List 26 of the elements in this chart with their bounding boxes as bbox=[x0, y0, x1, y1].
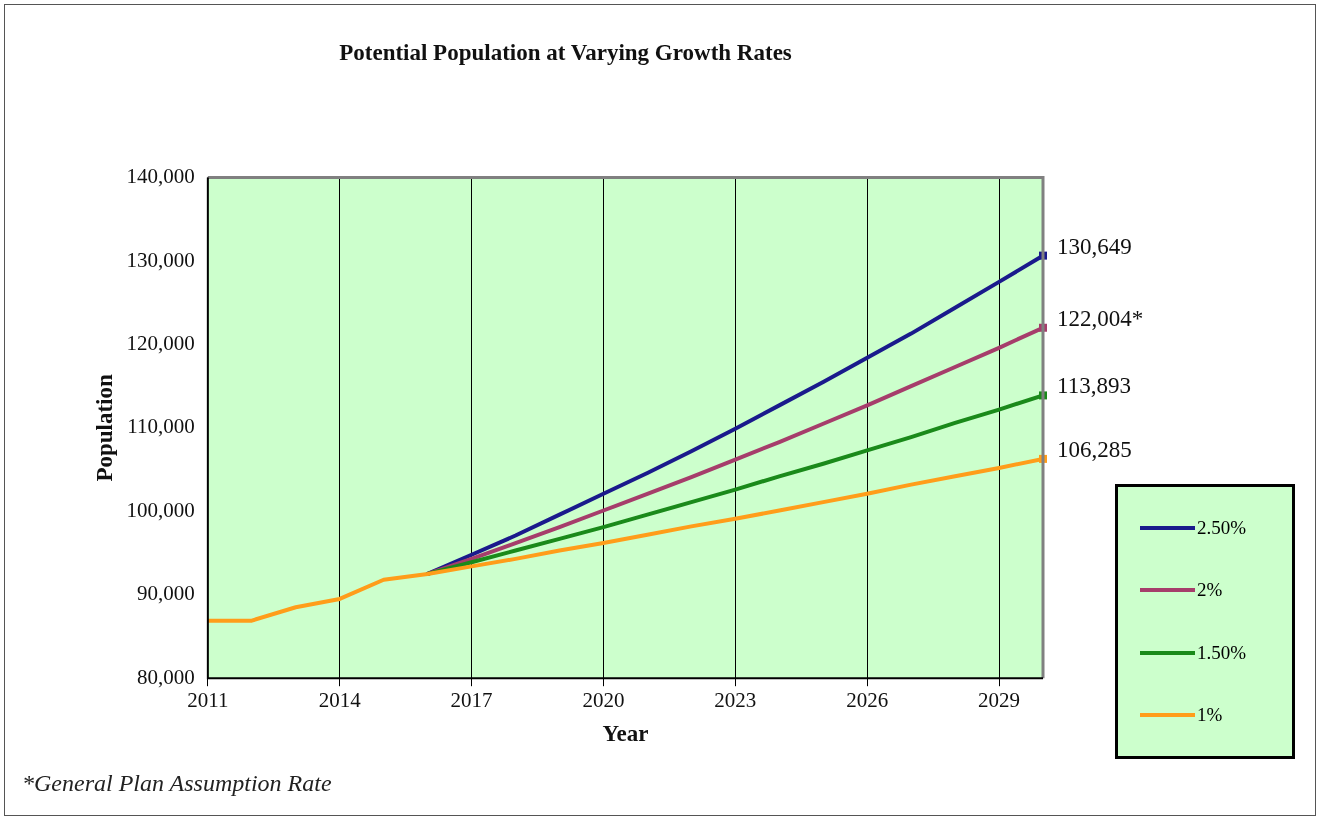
legend-label: 2% bbox=[1197, 579, 1223, 602]
y-tick-label: 110,000 bbox=[127, 414, 195, 439]
x-tick-label: 2011 bbox=[187, 688, 229, 713]
data-label: 113,893 bbox=[1057, 373, 1131, 399]
data-label: 122,004* bbox=[1057, 305, 1144, 331]
y-tick-label: 100,000 bbox=[126, 497, 195, 522]
x-tick-label: 2014 bbox=[318, 688, 362, 713]
chart-title: Potential Population at Varying Growth Rates bbox=[339, 39, 792, 65]
data-label: 106,285 bbox=[1057, 436, 1132, 462]
x-tick-label: 2029 bbox=[978, 688, 1021, 713]
legend-label: 1.50% bbox=[1197, 641, 1247, 664]
data-label: 130,649 bbox=[1057, 233, 1132, 259]
y-tick-label: 80,000 bbox=[137, 664, 195, 689]
y-tick-label: 130,000 bbox=[126, 247, 195, 272]
text: *General Plan Assumption Rate bbox=[22, 770, 332, 797]
y-tick-label: 120,000 bbox=[126, 330, 195, 355]
y-tick-label: 140,000 bbox=[126, 164, 195, 189]
y-axis-title: Population bbox=[91, 374, 117, 482]
x-tick-label: 2026 bbox=[846, 688, 889, 713]
y-tick-label: 90,000 bbox=[137, 581, 195, 606]
x-tick-label: 2017 bbox=[450, 688, 493, 713]
x-tick-label: 2020 bbox=[582, 688, 625, 713]
x-tick-label: 2023 bbox=[714, 688, 757, 713]
legend-label: 1% bbox=[1197, 703, 1223, 726]
x-axis-title: Year bbox=[602, 721, 649, 747]
legend-label: 2.50% bbox=[1197, 517, 1247, 540]
